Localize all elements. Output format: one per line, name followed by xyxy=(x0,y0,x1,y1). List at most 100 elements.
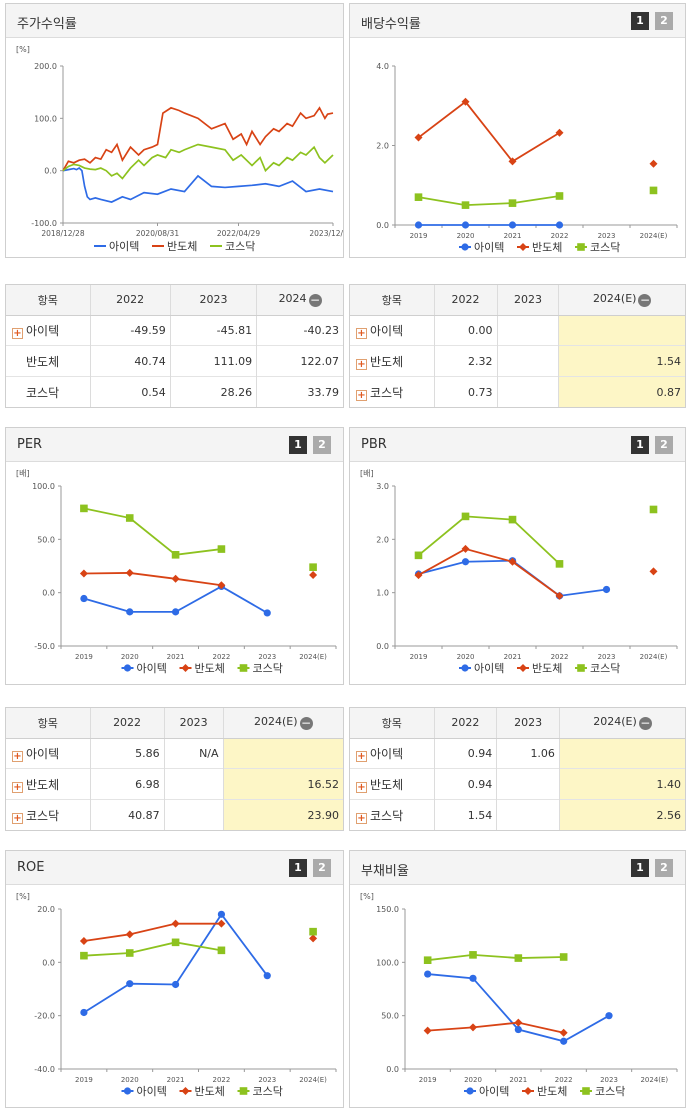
data-point-2-1 xyxy=(461,201,470,209)
page-2-button[interactable]: 2 xyxy=(313,436,331,454)
expand-plus-icon[interactable]: + xyxy=(12,812,23,824)
y-tick-label: -40.0 xyxy=(34,1065,55,1074)
data-point-0-1 xyxy=(461,558,470,566)
x-tick-label: 2021 xyxy=(504,653,522,661)
table-row: 코스닥 0.54 28.26 33.79 xyxy=(6,376,343,407)
data-point-2-3 xyxy=(555,192,564,200)
column-header: 2023 xyxy=(496,708,560,739)
expand-plus-icon[interactable]: + xyxy=(356,358,367,370)
expand-plus-icon[interactable]: + xyxy=(356,389,367,401)
row-label: 반도체 xyxy=(370,777,404,792)
page-2-button[interactable]: 2 xyxy=(313,859,331,877)
x-tick-label: 2019 xyxy=(410,232,428,240)
x-tick-label: 2022 xyxy=(551,653,569,661)
expand-plus-icon[interactable]: + xyxy=(12,750,23,762)
series-line-2 xyxy=(83,941,222,957)
legend-label-0: 아이텍 xyxy=(474,241,504,254)
data-point-2-2 xyxy=(171,938,180,947)
page-1-button[interactable]: 1 xyxy=(631,436,649,454)
collapse-column-button[interactable]: − xyxy=(638,293,652,308)
value-cell xyxy=(496,315,559,346)
data-point-0-3 xyxy=(560,1037,568,1045)
table-row: + 반도체 2.32 1.54 xyxy=(350,345,685,377)
page-2-button[interactable]: 2 xyxy=(655,436,673,454)
x-tick-label: 2019 xyxy=(410,653,428,661)
y-tick-label: 3.0 xyxy=(376,482,389,491)
value-cell xyxy=(496,768,560,800)
page-2-button[interactable]: 2 xyxy=(655,859,673,877)
series-line-0 xyxy=(62,166,334,203)
row-label: 아이텍 xyxy=(370,323,404,338)
y-tick-label: 1.0 xyxy=(376,589,389,598)
data-point-2-1 xyxy=(125,514,134,522)
column-header-label: 항목 xyxy=(37,716,58,730)
y-tick-label: 2.0 xyxy=(376,535,389,544)
x-tick-label: 2023 xyxy=(598,232,616,240)
data-point-2-0 xyxy=(414,551,423,560)
collapse-column-button[interactable]: − xyxy=(308,293,322,308)
value-cell xyxy=(496,376,559,407)
table-row: + 반도체 6.98 16.52 xyxy=(6,768,343,800)
page-2-button[interactable]: 2 xyxy=(655,12,673,30)
legend-label-1: 반도체 xyxy=(532,241,562,254)
legend-label-0: 아이텍 xyxy=(137,662,167,675)
expand-plus-icon[interactable]: + xyxy=(356,812,367,824)
y-tick-label: -100.0 xyxy=(31,219,57,228)
data-point-2-0 xyxy=(80,504,88,513)
expand-plus-icon[interactable]: + xyxy=(12,781,23,793)
panel-title: 부채비율 xyxy=(361,864,409,879)
expand-plus-icon[interactable]: + xyxy=(356,781,367,793)
data-point-0-4 xyxy=(263,609,271,617)
y-tick-label: 2.0 xyxy=(376,142,389,151)
column-header: 2022 xyxy=(433,285,497,316)
page-1-button[interactable]: 1 xyxy=(631,859,649,877)
value-cell xyxy=(496,345,559,377)
page-1-button[interactable]: 1 xyxy=(289,859,307,877)
column-header-label: 항목 xyxy=(37,293,58,307)
data-point-legend xyxy=(239,1087,248,1095)
page-1-button[interactable]: 1 xyxy=(289,436,307,454)
expand-plus-icon[interactable]: + xyxy=(12,327,23,339)
legend-label-1: 반도체 xyxy=(532,662,562,675)
data-point-0-2 xyxy=(171,980,180,989)
data-point-0-4 xyxy=(263,972,271,980)
value-cell: 6.98 xyxy=(89,768,165,800)
y-tick-label: -50.0 xyxy=(34,642,55,651)
data-point-1-2 xyxy=(508,557,517,566)
data-point-legend xyxy=(577,664,585,672)
value-cell: -49.59 xyxy=(89,315,171,346)
y-tick-label: -20.0 xyxy=(34,1012,55,1021)
data-point-2-3 xyxy=(217,545,226,553)
expand-plus-icon[interactable]: + xyxy=(356,327,367,339)
collapse-column-button[interactable]: − xyxy=(638,716,652,731)
x-tick-label: 2024(E) xyxy=(299,653,327,661)
value-cell: 111.09 xyxy=(169,345,257,377)
value-cell: 2.32 xyxy=(433,345,497,377)
column-header-label: 2022 xyxy=(116,293,145,307)
y-tick-label: 0.0 xyxy=(44,167,57,176)
legend-label-2: 코스닥 xyxy=(253,1085,283,1098)
row-label: 아이텍 xyxy=(370,746,404,761)
value-cell xyxy=(496,799,560,830)
column-header: 2023 xyxy=(163,708,224,739)
expand-plus-icon[interactable]: + xyxy=(356,750,367,762)
collapse-column-button[interactable]: − xyxy=(299,716,313,731)
pbr-table: 항목 2022 2023 2024(E) − + 아이텍 0.94 1.06 + 반도체 0.94 1.… xyxy=(349,707,686,831)
data-point-1-5 xyxy=(649,567,658,576)
page-1-button[interactable]: 1 xyxy=(631,12,649,30)
data-point-legend xyxy=(461,243,469,251)
legend-label-1: 반도체 xyxy=(195,1085,225,1098)
series-line-2 xyxy=(427,953,564,962)
y-tick-label: 0.0 xyxy=(386,1065,399,1074)
column-header-label: 항목 xyxy=(381,293,402,307)
column-header-label: 2022 xyxy=(113,716,142,730)
value-cell xyxy=(163,768,224,800)
row-label-cell: + 반도체 xyxy=(6,768,90,800)
data-point-legend xyxy=(524,1087,532,1095)
column-header: 항목 xyxy=(350,708,434,739)
data-point-legend xyxy=(239,664,248,672)
data-point-1-3 xyxy=(217,581,226,590)
column-header: 2023 xyxy=(169,285,257,316)
x-tick-label: 2021 xyxy=(509,1076,527,1084)
